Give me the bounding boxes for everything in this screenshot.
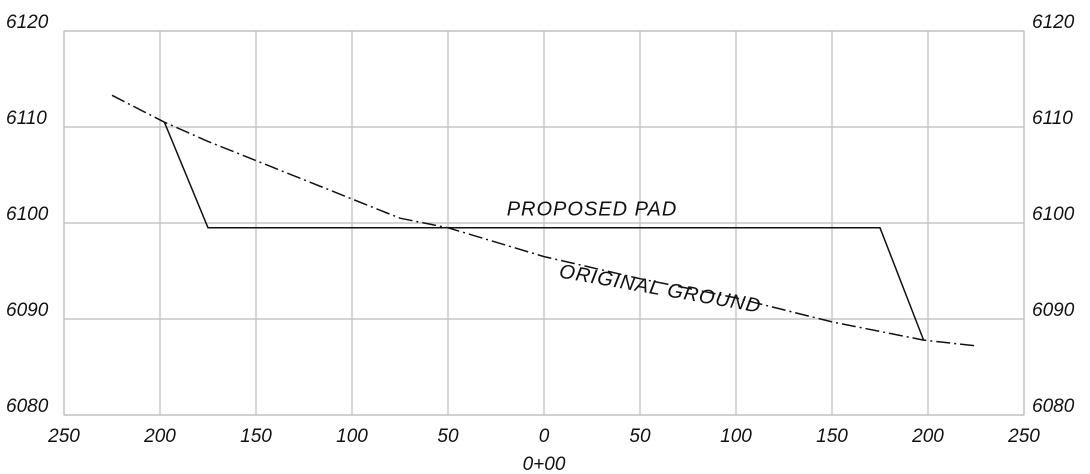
y-tick-label-right: 6110 — [1032, 108, 1073, 129]
y-tick-label-right: 6080 — [1032, 396, 1075, 417]
x-tick-label: 200 — [911, 426, 944, 447]
x-tick-label: 100 — [720, 426, 752, 447]
profile-lines — [111, 94, 977, 347]
y-tick-label-right: 6090 — [1032, 300, 1075, 321]
original-ground-line — [111, 94, 977, 347]
y-tick-label-right: 6120 — [1032, 12, 1075, 33]
x-tick-label: 0 — [539, 426, 550, 447]
x-tick-label: 50 — [437, 426, 459, 447]
y-tick-label-left: 6100 — [6, 204, 49, 225]
proposed-pad-line — [163, 121, 925, 341]
y-tick-label-left: 6120 — [6, 12, 49, 33]
x-tick-label: 250 — [1007, 426, 1040, 447]
grid — [63, 30, 1025, 416]
x-tick-label: 100 — [336, 426, 368, 447]
x-tick-label: 200 — [143, 426, 176, 447]
y-tick-label-left: 6090 — [6, 300, 49, 321]
annotation-label: ORIGINAL GROUND — [558, 260, 763, 317]
x-tick-label: 50 — [629, 426, 651, 447]
x-tick-label: 150 — [816, 426, 848, 447]
x-tick-label: 250 — [47, 426, 80, 447]
y-tick-label-left: 6080 — [6, 396, 49, 417]
annotation-label: PROPOSED PAD — [507, 198, 678, 220]
x-tick-label: 150 — [240, 426, 272, 447]
axis-labels: 250 200 150 100 50 0 50 100 150 200 250 6080 6080 609… — [6, 12, 1075, 447]
annotations: PROPOSED PAD ORIGINAL GROUND — [507, 198, 763, 317]
y-tick-label-left: 6110 — [6, 108, 47, 129]
x-axis-label: 0+00 — [523, 454, 566, 474]
y-tick-label-right: 6100 — [1032, 204, 1075, 225]
